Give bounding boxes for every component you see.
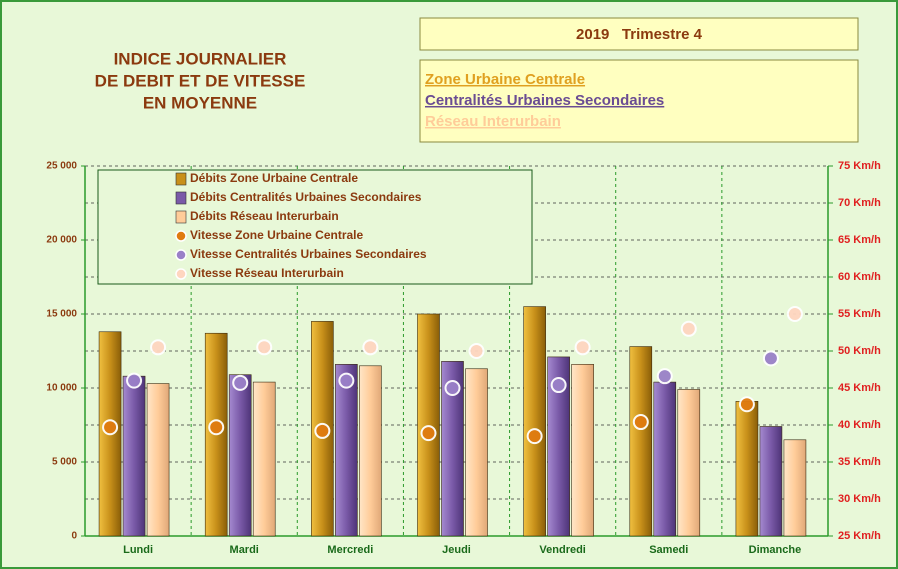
legend-swatch	[175, 191, 187, 205]
chart-title: EN MOYENNE	[143, 93, 257, 112]
zone-label: Réseau Interurbain	[425, 113, 561, 130]
bar	[783, 439, 807, 537]
y-tick-label: 5 000	[52, 457, 77, 468]
bar	[465, 368, 488, 537]
legend-label: Vitesse Zone Urbaine Centrale	[190, 228, 364, 242]
legend-label: Vitesse Réseau Interurbain	[190, 266, 344, 280]
x-tick-label: Dimanche	[749, 544, 802, 556]
speed-marker	[102, 419, 119, 436]
legend-swatch	[175, 268, 187, 280]
speed-marker	[338, 372, 355, 389]
bar	[677, 389, 701, 537]
bar	[571, 364, 594, 537]
bar	[523, 306, 546, 537]
y-tick-label: 20 000	[46, 235, 77, 246]
y2-tick-label: 45 Km/h	[838, 382, 881, 394]
y2-tick-label: 65 Km/h	[838, 234, 881, 246]
bar	[252, 381, 276, 537]
bar	[146, 383, 170, 537]
y-tick-label: 15 000	[46, 309, 77, 320]
legend	[97, 169, 533, 285]
speed-marker	[362, 339, 379, 356]
speed-marker	[420, 425, 437, 442]
legend-label: Débits Réseau Interurbain	[190, 209, 339, 223]
zone-label: Centralités Urbaines Secondaires	[425, 92, 664, 109]
y2-tick-label: 70 Km/h	[838, 197, 881, 209]
speed-marker	[444, 380, 461, 396]
bar	[547, 356, 570, 537]
x-tick-label: Mercredi	[327, 544, 373, 556]
speed-marker	[314, 422, 331, 439]
speed-marker	[208, 419, 225, 436]
y2-tick-label: 25 Km/h	[838, 530, 881, 542]
legend-label: Débits Zone Urbaine Centrale	[190, 171, 358, 185]
speed-marker	[738, 396, 755, 413]
bar	[653, 381, 677, 537]
y2-tick-label: 55 Km/h	[838, 308, 881, 320]
y2-tick-label: 60 Km/h	[838, 271, 881, 283]
x-tick-label: Vendredi	[539, 544, 585, 556]
y2-tick-label: 50 Km/h	[838, 345, 881, 357]
x-tick-label: Mardi	[230, 544, 259, 556]
y-tick-label: 0	[71, 531, 77, 542]
bar	[759, 426, 783, 537]
y2-tick-label: 40 Km/h	[838, 419, 881, 431]
zone-label: Zone Urbaine Centrale	[425, 71, 585, 88]
bar	[228, 374, 252, 537]
speed-marker	[150, 339, 167, 356]
legend-swatch	[175, 210, 187, 224]
bar	[122, 375, 146, 537]
speed-marker	[126, 372, 143, 389]
bar	[417, 313, 440, 537]
bar	[335, 364, 358, 537]
bar	[735, 401, 759, 537]
legend-swatch	[175, 172, 187, 186]
subtitle: 2019 Trimestre 4	[576, 26, 703, 43]
speed-marker	[256, 339, 273, 356]
x-tick-label: Lundi	[123, 544, 153, 556]
speed-marker	[550, 377, 567, 394]
legend-swatch	[175, 249, 187, 261]
x-tick-label: Jeudi	[442, 544, 471, 556]
period-box	[419, 17, 859, 51]
chart-title: INDICE JOURNALIER	[114, 49, 287, 68]
speed-marker	[232, 374, 249, 391]
y-tick-label: 25 000	[46, 161, 77, 172]
legend-label: Vitesse Centralités Urbaines Secondaires	[190, 247, 427, 261]
zone-box	[419, 59, 859, 143]
speed-marker	[762, 350, 779, 367]
speed-marker	[574, 339, 591, 356]
bar	[359, 365, 382, 537]
chart-title: DE DEBIT ET DE VITESSE	[95, 71, 306, 90]
speed-marker	[632, 414, 649, 431]
bar	[629, 346, 653, 537]
speed-marker	[656, 368, 673, 385]
legend-label: Débits Centralités Urbaines Secondaires	[190, 190, 422, 204]
bar	[441, 361, 464, 537]
speed-marker	[786, 306, 803, 322]
y2-tick-label: 35 Km/h	[838, 456, 881, 468]
y2-tick-label: 75 Km/h	[838, 160, 881, 172]
y2-tick-label: 30 Km/h	[838, 493, 881, 505]
x-tick-label: Samedi	[649, 544, 688, 556]
y-tick-label: 10 000	[46, 383, 77, 394]
speed-marker	[680, 320, 697, 337]
speed-marker	[526, 428, 543, 445]
speed-marker	[468, 343, 485, 359]
legend-swatch	[175, 230, 187, 242]
